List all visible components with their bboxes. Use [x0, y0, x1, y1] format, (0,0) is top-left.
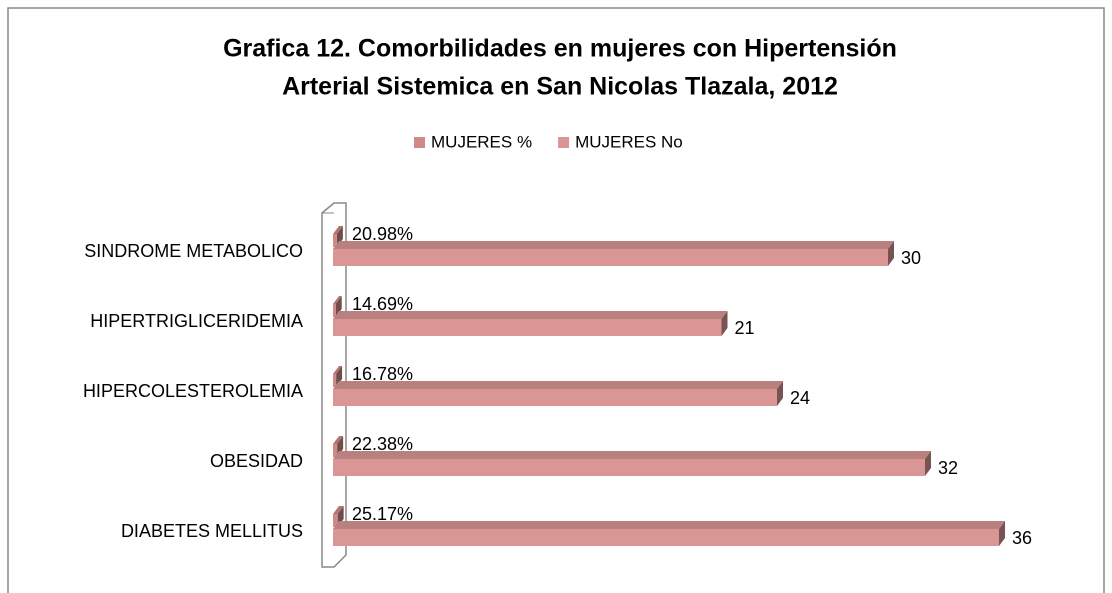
bar-top — [333, 226, 343, 234]
category-label: HIPERCOLESTEROLEMIA — [83, 381, 303, 401]
category-label: SINDROME METABOLICO — [84, 241, 303, 261]
bar-front — [333, 444, 338, 457]
category-label: HIPERTRIGLICERIDEMIA — [90, 311, 303, 331]
bar-top — [333, 381, 783, 389]
bar — [333, 311, 728, 336]
bar-front — [333, 234, 337, 247]
bar-side — [925, 451, 931, 476]
data-label: 32 — [938, 458, 958, 478]
bar-top — [333, 436, 344, 444]
data-label: 30 — [901, 248, 921, 268]
bar-front — [333, 374, 337, 387]
data-label: 24 — [790, 388, 810, 408]
legend-swatch — [414, 137, 425, 148]
bar-front — [333, 514, 338, 527]
bar-top — [333, 506, 344, 514]
data-label: 21 — [735, 318, 755, 338]
bar-front — [333, 529, 999, 546]
bar-top — [333, 366, 343, 374]
bar-front — [333, 304, 336, 317]
bar-side — [777, 381, 783, 406]
category-label: OBESIDAD — [210, 451, 303, 471]
bar-front — [333, 459, 925, 476]
legend-label: MUJERES No — [575, 132, 683, 151]
bar-front — [333, 249, 888, 266]
bar-side — [999, 521, 1005, 546]
bar-front — [333, 319, 722, 336]
data-label: 22.38% — [352, 434, 413, 454]
chart-border — [7, 7, 1105, 593]
bar-side — [336, 366, 343, 387]
bar — [333, 366, 343, 387]
bar-top — [333, 451, 931, 459]
data-label: 16.78% — [352, 364, 413, 384]
legend-swatch — [558, 137, 570, 148]
bar-top — [333, 241, 894, 249]
bar — [333, 381, 783, 406]
bar-top — [333, 296, 342, 304]
data-label: 14.69% — [352, 294, 413, 314]
bar-side — [336, 226, 343, 247]
bar — [333, 226, 343, 247]
data-label: 25.17% — [352, 504, 413, 524]
category-label: DIABETES MELLITUS — [121, 521, 303, 541]
bar-side — [335, 296, 342, 317]
bar-front — [333, 389, 777, 406]
bar — [333, 521, 1005, 546]
bar-top — [333, 521, 1005, 529]
bar-side — [888, 241, 894, 266]
data-label: 20.98% — [352, 224, 413, 244]
chart-title: Arterial Sistemica en San Nicolas Tlazal… — [282, 73, 838, 101]
chart-title: Grafica 12. Comorbilidades en mujeres co… — [223, 35, 897, 63]
legend-label: MUJERES % — [431, 132, 532, 151]
bar — [333, 241, 894, 266]
bar-side — [721, 311, 728, 336]
data-label: 36 — [1012, 528, 1032, 548]
bar-top — [333, 311, 728, 319]
bar — [333, 451, 931, 476]
bar — [333, 296, 342, 317]
